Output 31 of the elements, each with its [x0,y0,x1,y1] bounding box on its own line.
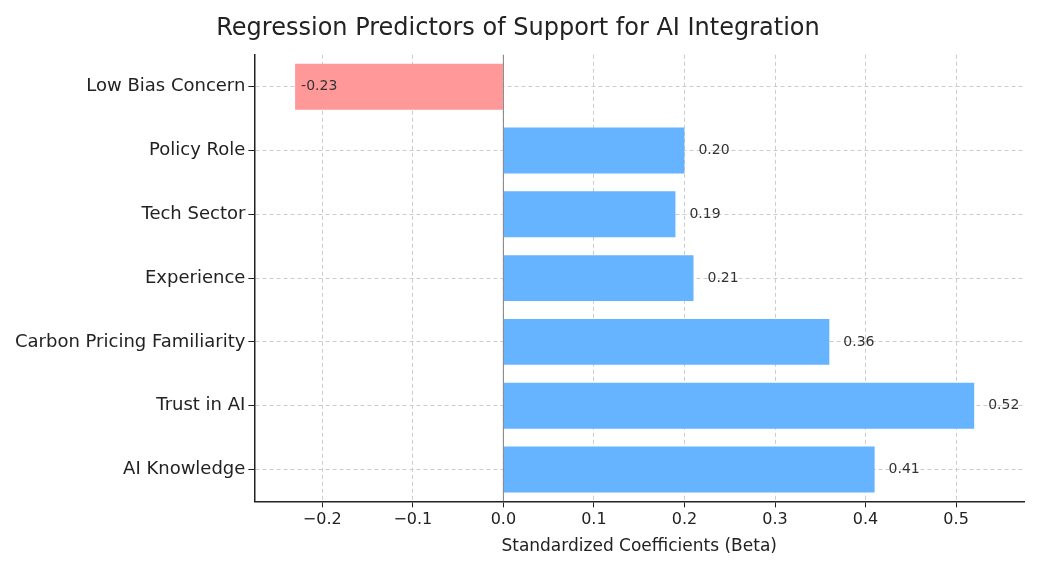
bar [503,382,975,429]
data-label: 0.20 [698,141,730,158]
x-tick-label: 0.2 [671,509,698,529]
x-axis-title: Standardized Coefficients (Beta) [501,535,777,556]
x-tick-label: 0.3 [762,509,788,529]
y-tick-label: Tech Sector [140,201,246,223]
x-tick-label: 0.5 [943,509,969,529]
x-tick-label: −0.2 [302,509,342,529]
bar [503,446,875,493]
y-tick-label: Carbon Pricing Familiarity [15,329,246,351]
x-tick-label: 0.0 [490,509,517,529]
x-tick-label: 0.1 [581,509,607,529]
bar [503,318,830,365]
data-label: 0.21 [707,268,739,285]
bar [503,191,676,238]
bar [295,63,503,110]
x-tick-label: 0.4 [852,509,879,529]
y-tick-label: Trust in AI [155,393,246,415]
chart-title: Regression Predictors of Support for AI Integration [216,12,820,41]
bar [503,127,685,174]
data-label: 0.36 [843,332,875,349]
data-label: 0.19 [689,204,721,221]
y-tick-label: AI Knowledge [123,457,246,479]
y-tick-label: Low Bias Concern [86,74,246,96]
y-tick-label: Policy Role [149,138,246,160]
bar [503,255,694,302]
y-tick-label: Experience [144,265,246,287]
data-label: -0.23 [301,77,338,94]
x-tick-label: −0.1 [393,509,433,529]
data-label: 0.41 [888,460,920,477]
data-label: 0.52 [988,396,1020,413]
